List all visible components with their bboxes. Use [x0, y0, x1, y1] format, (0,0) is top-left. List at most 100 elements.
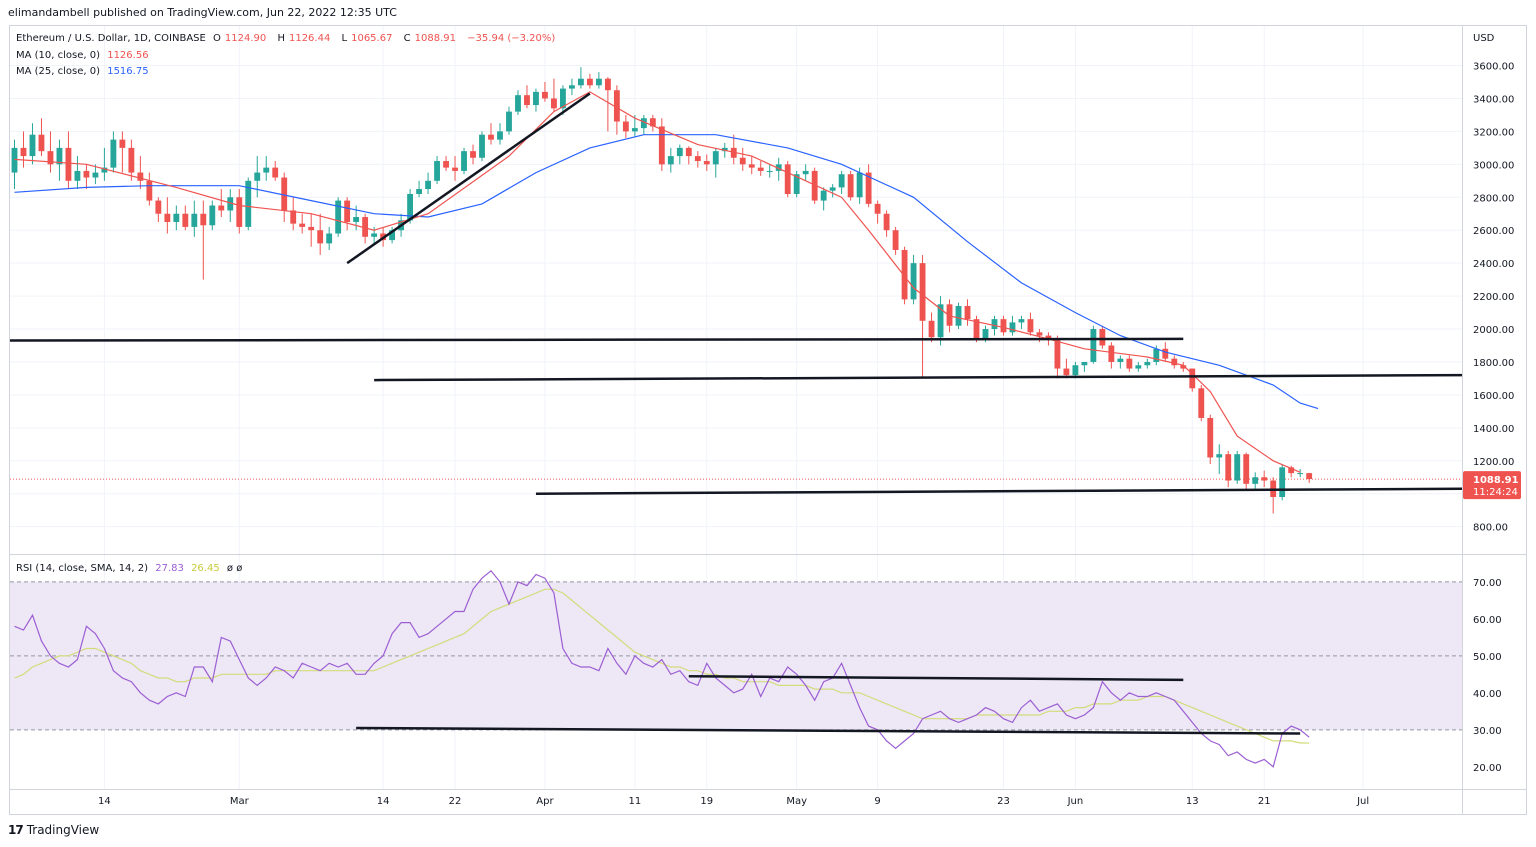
- candle-body: [38, 134, 45, 152]
- candle-body: [182, 213, 189, 227]
- candle-body: [802, 170, 809, 175]
- candle-body: [542, 91, 548, 99]
- candle-body: [479, 134, 485, 158]
- candle-body: [1045, 335, 1052, 339]
- candle-body: [1009, 322, 1016, 333]
- candle-body: [434, 161, 440, 181]
- candle-body: [775, 164, 782, 171]
- candle-body: [56, 147, 63, 165]
- candle-body: [317, 230, 324, 244]
- candle-body: [820, 190, 827, 201]
- close-label: C: [403, 33, 411, 44]
- candle-body: [119, 139, 126, 148]
- candle-body: [604, 78, 611, 91]
- candle-body: [65, 147, 72, 181]
- candle-body: [703, 161, 710, 165]
- price-tick-label: 2800.00: [1473, 193, 1514, 204]
- candle-body: [910, 263, 917, 300]
- change-value: −35.94 (−3.20%): [467, 33, 556, 44]
- price-tick-label: 2000.00: [1473, 325, 1514, 336]
- price-trendline: [374, 373, 1463, 382]
- candle-body: [245, 180, 252, 227]
- price-tick-label: 1800.00: [1473, 358, 1514, 369]
- candle-body: [640, 118, 647, 129]
- candle-body: [47, 151, 54, 165]
- price-tick-label: 2200.00: [1473, 292, 1514, 303]
- candle-body: [407, 193, 414, 221]
- ma25-label: MA (25, close, 0): [16, 66, 101, 77]
- candle-body: [676, 147, 683, 157]
- candle-body: [524, 95, 530, 106]
- candle-body: [335, 200, 342, 234]
- symbol-title: Ethereum / U.S. Dollar, 1D, COINBASE: [16, 33, 206, 44]
- candle-body: [937, 304, 944, 338]
- rsi-tick-label: 20.00: [1473, 763, 1502, 774]
- candle-body: [658, 126, 665, 165]
- candle-body: [577, 78, 584, 86]
- candle-body: [452, 167, 458, 171]
- rsi-tick-label: 30.00: [1473, 726, 1502, 737]
- candle-body: [1162, 348, 1169, 359]
- candle-body: [901, 249, 908, 300]
- chart-panel[interactable]: [9, 25, 1527, 815]
- time-tick-label: Jun: [1067, 796, 1084, 807]
- candle-body: [667, 156, 674, 165]
- candle-body: [649, 118, 656, 127]
- candle-body: [1081, 361, 1088, 366]
- candle-body: [1297, 473, 1304, 475]
- candle-body: [371, 233, 378, 237]
- close-value: 1088.91: [414, 33, 456, 44]
- time-tick-label: Apr: [536, 796, 554, 807]
- candle-body: [1036, 332, 1043, 336]
- high-label: H: [277, 33, 285, 44]
- candle-body: [928, 320, 935, 338]
- ma25-legend: MA (25, close, 0) 1516.75: [16, 66, 153, 77]
- rsi-tick-label: 40.00: [1473, 689, 1502, 700]
- candle-body: [74, 170, 81, 181]
- candle-body: [829, 187, 836, 191]
- candle-body: [497, 131, 503, 140]
- candle-body: [155, 200, 162, 214]
- candle-body: [1243, 454, 1250, 484]
- time-tick-label: Mar: [230, 796, 250, 807]
- candle-body: [856, 172, 863, 198]
- candle-body: [164, 213, 171, 222]
- price-tick-label: 1400.00: [1473, 424, 1514, 435]
- candle-body: [353, 217, 360, 222]
- rsi-trendline: [688, 674, 1184, 682]
- candle-body: [955, 305, 962, 326]
- candle-body: [568, 85, 575, 89]
- candle-body: [344, 200, 351, 222]
- ma10-line: [14, 91, 1301, 473]
- rsi-extra: ø ø: [226, 563, 243, 574]
- price-trendline: [346, 92, 591, 265]
- candle-body: [1108, 345, 1115, 362]
- countdown-value: 11:24:24: [1473, 487, 1518, 498]
- rsi-sma-value: 26.45: [191, 563, 220, 574]
- candle-body: [946, 304, 953, 326]
- price-trendline: [535, 487, 1463, 495]
- candle-body: [748, 164, 755, 168]
- published-caption: elimandambell published on TradingView.c…: [8, 6, 397, 19]
- candle-body: [281, 177, 288, 211]
- symbol-legend: Ethereum / U.S. Dollar, 1D, COINBASE O 11…: [16, 33, 559, 44]
- rsi-value: 27.83: [155, 563, 184, 574]
- price-tick-label: 1200.00: [1473, 457, 1514, 468]
- candle-body: [173, 213, 180, 222]
- low-value: 1065.67: [351, 33, 393, 44]
- candle-body: [1126, 358, 1133, 369]
- time-tick-label: 22: [449, 796, 462, 807]
- candle-body: [1090, 329, 1097, 362]
- candle-body: [137, 172, 144, 181]
- tradingview-logo[interactable]: 17 TradingView: [8, 823, 99, 837]
- candle-body: [784, 164, 791, 194]
- price-tick-label: 2400.00: [1473, 259, 1514, 270]
- candle-body: [964, 305, 971, 320]
- candle-body: [461, 151, 467, 171]
- candle-body: [101, 167, 108, 173]
- candle-body: [362, 217, 369, 237]
- candle-body: [1000, 319, 1007, 333]
- time-tick-label: 13: [1186, 796, 1199, 807]
- candle-body: [11, 147, 18, 173]
